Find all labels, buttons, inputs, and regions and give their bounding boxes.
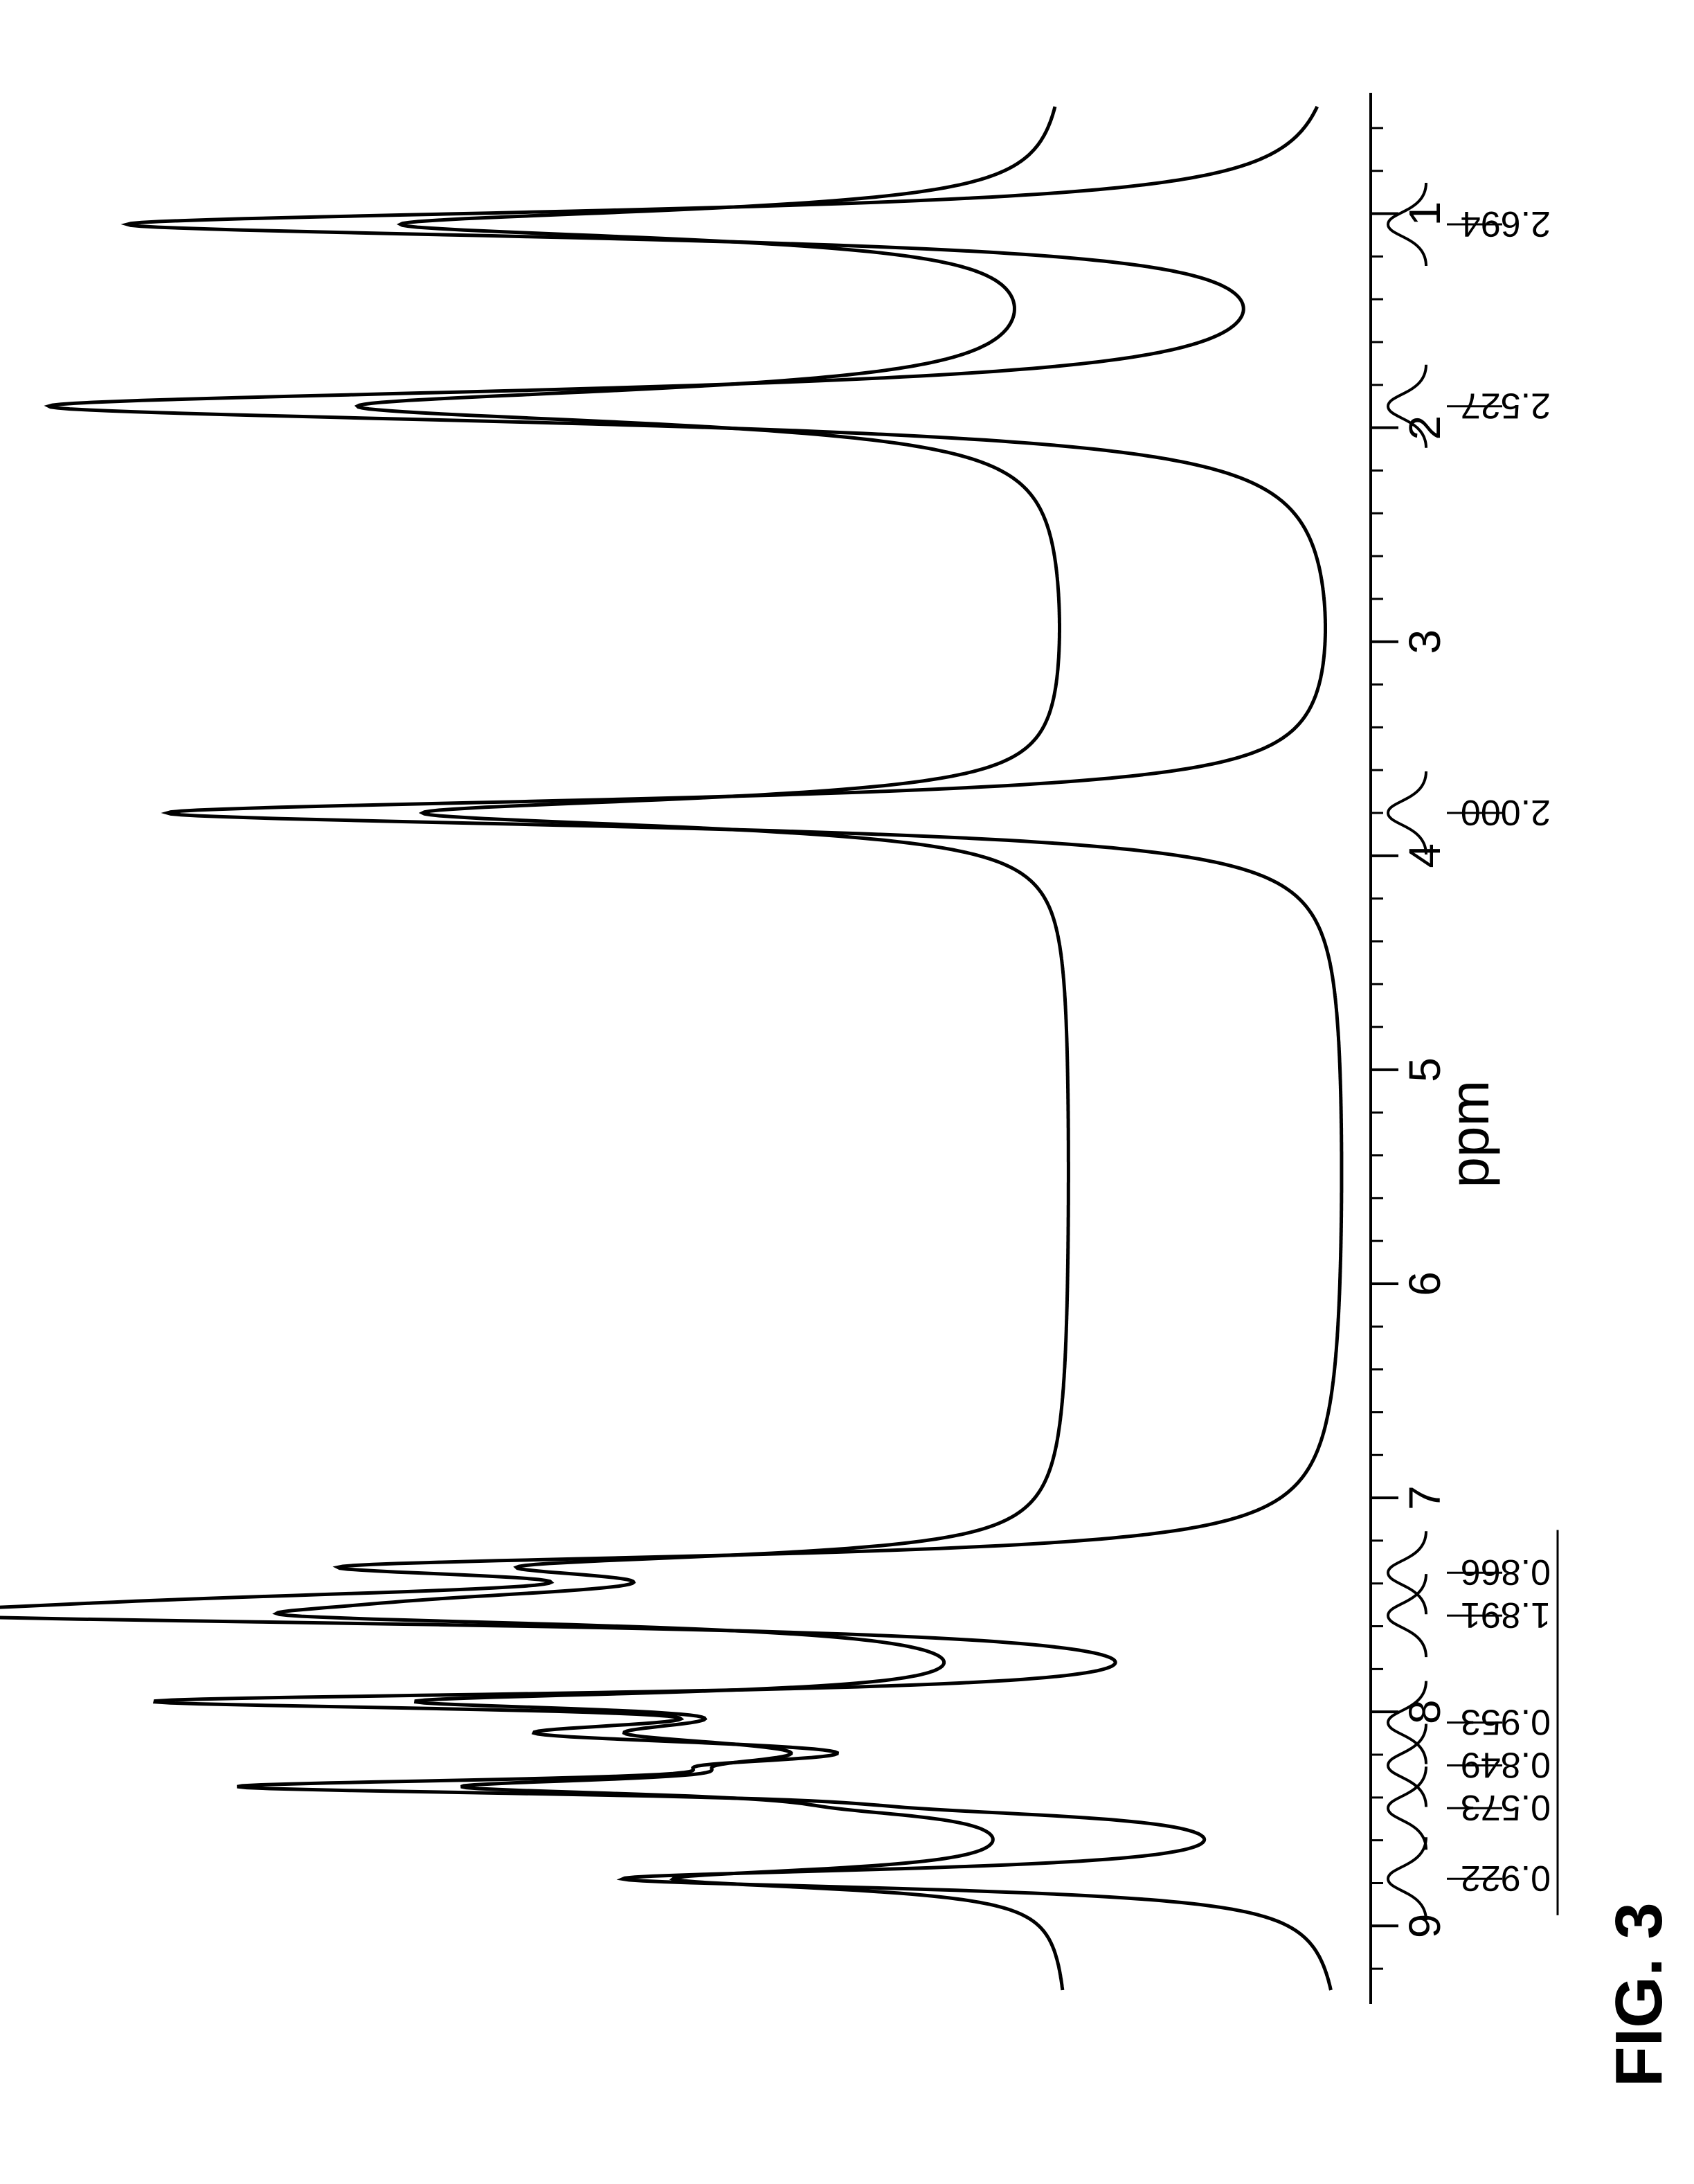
axis-tick-label: 5 (1400, 1057, 1450, 1082)
axis-tick-label: 3 (1400, 629, 1450, 654)
axis-tick-label: 6 (1400, 1271, 1450, 1296)
axis-label-ppm: ppm (1439, 1080, 1500, 1188)
integration-value: 2.694 (1461, 204, 1551, 244)
integration-value: 0.849 (1461, 1744, 1551, 1784)
integration-curve-group (1388, 183, 1426, 1920)
axis-tick-label: 1 (1400, 202, 1450, 226)
integration-value: 0.922 (1461, 1858, 1551, 1898)
ppm-axis: 123456789 (1371, 93, 1450, 2004)
integration-value: 2.000 (1461, 792, 1551, 832)
axis-tick-label: 7 (1400, 1485, 1450, 1510)
figure-label: FIG. 3 (1602, 1902, 1676, 2087)
integration-ticks: 0.922 0.5730.8490.953 1.8910.866 2.000 2.527… (1447, 204, 1551, 1898)
integration-value: 2.527 (1461, 386, 1551, 426)
integration-value: 0.866 (1461, 1552, 1551, 1592)
integration-value: 0.573 (1461, 1787, 1551, 1827)
axis-tick-label: 8 (1400, 1699, 1450, 1724)
integration-value: 1.891 (1461, 1595, 1551, 1635)
integration-value: 0.953 (1461, 1701, 1551, 1742)
